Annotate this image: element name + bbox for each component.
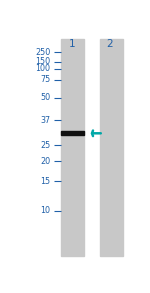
Text: 100: 100	[35, 64, 50, 73]
Text: 2: 2	[107, 39, 113, 49]
Text: 150: 150	[35, 57, 50, 66]
Text: 50: 50	[40, 93, 50, 102]
Text: 10: 10	[40, 206, 50, 215]
Bar	[61, 131, 84, 135]
Text: 25: 25	[40, 141, 50, 150]
Text: 20: 20	[40, 156, 50, 166]
Text: 250: 250	[35, 47, 50, 57]
Text: 15: 15	[40, 177, 50, 186]
Bar	[100, 39, 123, 256]
Bar	[61, 39, 84, 256]
Text: 37: 37	[40, 116, 50, 125]
Text: 75: 75	[40, 75, 50, 84]
Text: 1: 1	[68, 39, 75, 49]
